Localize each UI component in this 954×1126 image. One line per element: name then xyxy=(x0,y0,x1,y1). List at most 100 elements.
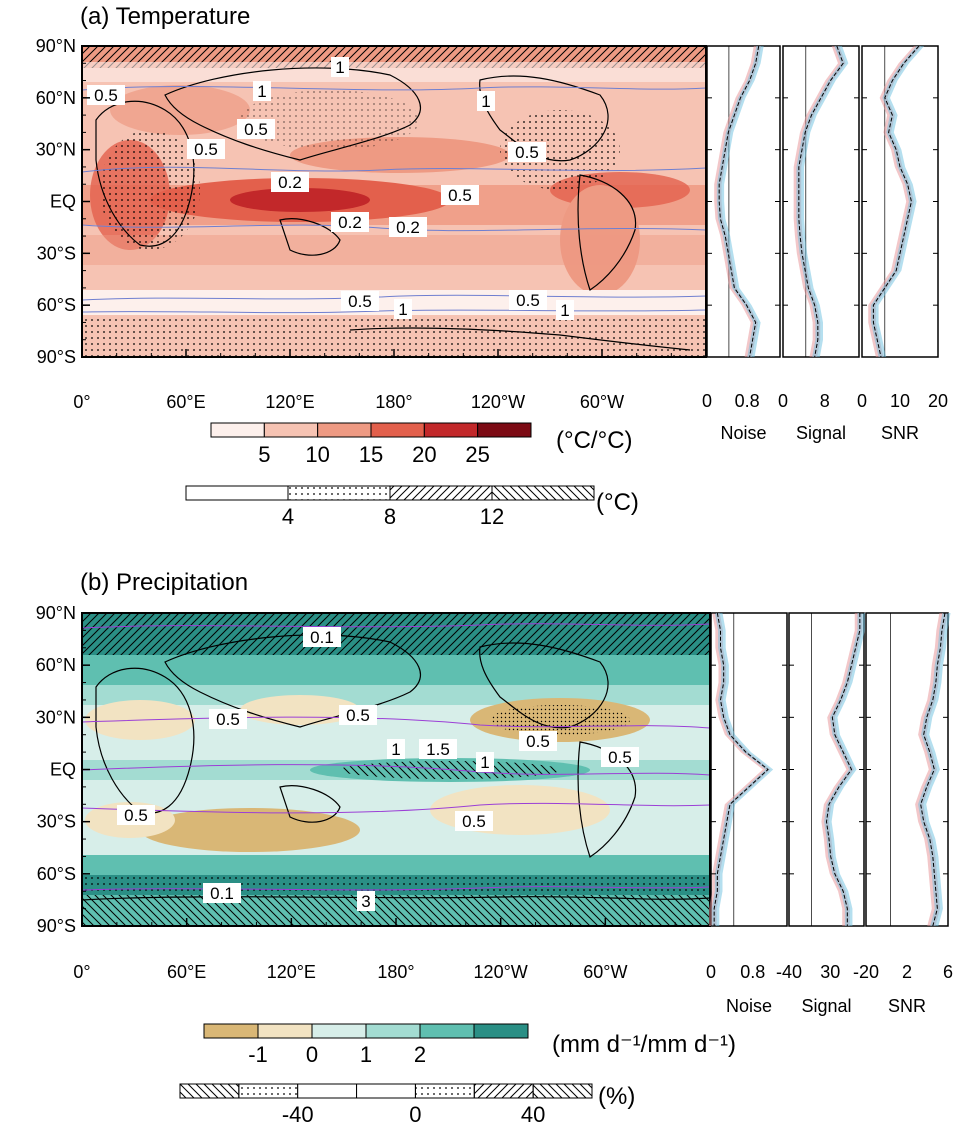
precipitation-map xyxy=(82,613,710,926)
profile-tick-label: -20 xyxy=(853,962,879,982)
contour-label-bg xyxy=(508,142,546,162)
colorbar-swatch xyxy=(257,1023,313,1039)
colorbar-swatch xyxy=(311,1023,367,1039)
lat-tick-label: 90°N xyxy=(36,36,76,56)
colorbar-swatch xyxy=(365,1023,421,1039)
profile-mean-line xyxy=(718,45,760,358)
profile-tick-label: 2 xyxy=(902,962,912,982)
contour-label-bg xyxy=(389,217,427,237)
lat-tick-label: EQ xyxy=(50,192,76,212)
colorbar-swatch xyxy=(203,1023,259,1039)
contour-label: 1.5 xyxy=(426,740,450,759)
contour-label: 0.5 xyxy=(94,86,118,105)
contour-label: 0.5 xyxy=(516,291,540,310)
profile-mean-line xyxy=(713,612,769,926)
lat-tick-label: 60°N xyxy=(36,88,76,108)
lat-tick-label: EQ xyxy=(50,760,76,780)
panel-a-colorbar: 5 10 15 20 25 xyxy=(210,422,532,467)
colorbar-tick-label: 5 xyxy=(258,442,270,467)
profile-axis-label: Noise xyxy=(726,996,772,1016)
contour-label-bg xyxy=(237,119,275,139)
contour-label-bg xyxy=(341,291,379,311)
contour-label: 0.5 xyxy=(244,120,268,139)
lat-tick-label: 30°S xyxy=(37,243,76,263)
panel-b-profiles: 0 0.8 Noise-40 30 Signal-20 2 6 SNR xyxy=(706,612,953,1016)
contour-label-bg xyxy=(253,81,271,101)
lon-tick-label: 180° xyxy=(377,962,414,982)
profile-mean-line xyxy=(798,45,844,358)
profile-axis-label: Noise xyxy=(720,423,766,443)
pattern-swatch xyxy=(238,1083,299,1099)
pattern-tick-label: 4 xyxy=(282,504,294,529)
temperature-map xyxy=(82,46,706,357)
contour-label-bg xyxy=(387,739,405,759)
panel-a-colorbar-unit: (°C/°C) xyxy=(556,427,633,454)
lon-tick-label: 120°W xyxy=(474,962,528,982)
lon-tick-label: 60°W xyxy=(583,962,627,982)
lat-tick-label: 60°S xyxy=(37,295,76,315)
pattern-tick-label: 40 xyxy=(521,1102,545,1126)
panel-a-title: (a) Temperature xyxy=(80,3,250,30)
contour-label-bg xyxy=(455,811,493,831)
contour-label: 0.5 xyxy=(216,710,240,729)
contour-label-bg xyxy=(209,709,247,729)
contour-label-bg xyxy=(331,212,369,232)
profile-tick-label: 0 xyxy=(706,962,716,982)
lat-tick-label: 60°N xyxy=(36,655,76,675)
contour-label-bg xyxy=(419,739,457,759)
profile-tick-label: 0 xyxy=(702,391,712,411)
contour-label: 1 xyxy=(391,740,400,759)
colorbar-tick-label: 20 xyxy=(412,442,436,467)
pattern-swatch xyxy=(356,1083,416,1099)
contour-label: 0.1 xyxy=(310,628,334,647)
colorbar-tick-label: -1 xyxy=(248,1042,268,1067)
contour-label: 0.5 xyxy=(526,732,550,751)
contour-label: 0.5 xyxy=(346,706,370,725)
panel-b-pattern-bar: -40 0 40 xyxy=(179,1083,593,1126)
contour-label: 1 xyxy=(257,82,266,101)
lon-tick-label: 0° xyxy=(73,962,90,982)
panel-a-pattern-unit: (°C) xyxy=(596,489,639,516)
profile-mean-line xyxy=(872,45,920,358)
lat-tick-label: 60°S xyxy=(37,864,76,884)
pattern-swatch xyxy=(532,1083,593,1099)
pattern-swatch xyxy=(287,485,391,501)
colorbar-swatch xyxy=(317,422,372,438)
contour-label: 1 xyxy=(335,58,344,77)
pattern-swatch xyxy=(414,1083,475,1099)
colorbar-tick-label: 2 xyxy=(414,1042,426,1067)
lon-tick-label: 60°W xyxy=(580,392,624,412)
contour-label: 3 xyxy=(361,892,370,911)
lon-tick-label: 120°E xyxy=(265,392,314,412)
contour-label: 0.2 xyxy=(278,173,302,192)
lat-tick-label: 90°N xyxy=(36,603,76,623)
colorbar-swatch xyxy=(419,1023,475,1039)
lon-tick-label: 60°E xyxy=(167,962,206,982)
contour-label: 0.2 xyxy=(396,218,420,237)
profile-tick-label: 6 xyxy=(943,962,953,982)
pattern-tick-label: 0 xyxy=(409,1102,421,1126)
colorbar-tick-label: 15 xyxy=(359,442,383,467)
contour-label: 0.2 xyxy=(338,213,362,232)
panel-a-profiles: 0 0.8 Noise 0 8 Signal 0 10 20 SNR xyxy=(702,45,948,443)
pattern-swatch xyxy=(473,1083,534,1099)
pattern-swatch xyxy=(491,485,595,501)
colorbar-tick-label: 0 xyxy=(306,1042,318,1067)
profile-tick-label: 10 xyxy=(890,391,910,411)
contour-label-bg xyxy=(477,91,495,111)
contour-label-bg xyxy=(271,172,309,192)
contour-label: 1 xyxy=(480,753,489,772)
panel-b-title: (b) Precipitation xyxy=(80,569,248,596)
pattern-tick-label: 12 xyxy=(480,504,504,529)
colorbar-swatch xyxy=(477,422,532,438)
profile-tick-label: 20 xyxy=(928,391,948,411)
contour-label-bg xyxy=(476,752,494,772)
profile-spread-band-red xyxy=(915,613,948,926)
panel-b-lat-axis: 90°N 60°N 30°N EQ 30°S 60°S 90°S xyxy=(36,603,90,936)
panel-a-lat-axis: 90°N 60°N 30°N EQ 30°S 60°S 90°S xyxy=(36,36,90,367)
panel-b: (b) Precipitation xyxy=(36,569,953,1126)
lat-tick-label: 90°S xyxy=(37,916,76,936)
contour-label-bg xyxy=(601,747,639,767)
lon-tick-label: 60°E xyxy=(166,392,205,412)
